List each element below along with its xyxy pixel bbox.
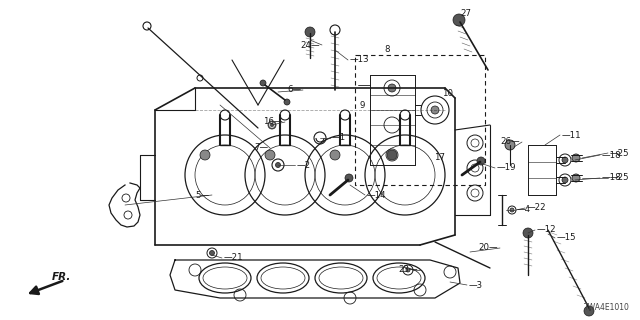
Text: —1: —1: [332, 133, 346, 142]
Text: 27: 27: [461, 10, 472, 19]
Circle shape: [562, 177, 568, 183]
Text: 23—: 23—: [398, 266, 418, 275]
Text: 17: 17: [435, 154, 445, 163]
Circle shape: [200, 150, 210, 160]
Text: 5—: 5—: [196, 190, 210, 199]
Circle shape: [268, 121, 276, 129]
Circle shape: [406, 268, 410, 272]
Circle shape: [510, 208, 514, 212]
Text: 7—: 7—: [254, 143, 268, 153]
Text: —18: —18: [602, 150, 621, 159]
Circle shape: [523, 228, 533, 238]
Text: —25: —25: [610, 148, 630, 157]
Text: TWA4E1010: TWA4E1010: [584, 303, 630, 312]
Text: FR.: FR.: [52, 272, 72, 282]
Text: 20—: 20—: [478, 244, 498, 252]
Circle shape: [505, 140, 515, 150]
Text: 10: 10: [442, 89, 454, 98]
Circle shape: [431, 106, 439, 114]
Circle shape: [388, 84, 396, 92]
Text: 26—: 26—: [500, 138, 520, 147]
Text: 6—: 6—: [287, 85, 301, 94]
Text: —21: —21: [224, 253, 244, 262]
Circle shape: [305, 27, 315, 37]
Circle shape: [572, 174, 580, 182]
Text: —12: —12: [537, 226, 557, 235]
Circle shape: [477, 157, 485, 165]
Circle shape: [275, 163, 280, 167]
Text: —18: —18: [602, 173, 621, 182]
Circle shape: [260, 80, 266, 86]
Text: —14: —14: [367, 190, 387, 199]
Text: —3: —3: [469, 281, 483, 290]
Text: —22: —22: [527, 204, 547, 212]
Text: 8: 8: [384, 45, 390, 54]
Text: —15: —15: [557, 234, 577, 243]
Circle shape: [284, 99, 290, 105]
Text: —4: —4: [517, 205, 531, 214]
Circle shape: [572, 154, 580, 162]
Circle shape: [345, 174, 353, 182]
Text: 24—: 24—: [300, 41, 320, 50]
Text: 16—: 16—: [264, 117, 283, 126]
Circle shape: [387, 150, 397, 160]
Circle shape: [330, 150, 340, 160]
Circle shape: [209, 251, 214, 255]
Circle shape: [584, 306, 594, 316]
Text: 9: 9: [359, 100, 365, 109]
Circle shape: [453, 14, 465, 26]
Text: —13: —13: [350, 55, 370, 65]
Text: —19: —19: [497, 164, 516, 172]
Text: —2: —2: [297, 161, 311, 170]
Text: —11: —11: [562, 131, 582, 140]
Circle shape: [265, 150, 275, 160]
Circle shape: [562, 157, 568, 163]
Text: —25: —25: [610, 173, 630, 182]
